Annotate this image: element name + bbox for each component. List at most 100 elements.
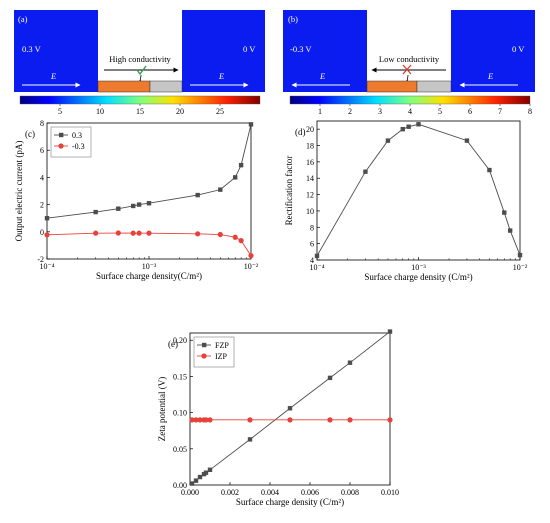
- legend-label: FZP: [215, 341, 229, 350]
- channel-orange-b: [366, 80, 418, 93]
- y-tick-label: 0.10: [173, 409, 187, 418]
- y-axis-label: Zeta potential (V): [157, 377, 167, 441]
- data-point: [287, 417, 293, 423]
- x-tick-label: 10⁻²: [244, 262, 259, 271]
- y-tick-label: 8: [310, 223, 314, 232]
- x-tick-label: 10⁻⁴: [309, 263, 324, 272]
- legend-label: 0.3: [72, 131, 82, 140]
- y-tick-label: -2: [37, 255, 44, 264]
- data-point: [44, 216, 50, 221]
- data-point: [207, 417, 213, 423]
- x-tick-label: 0.008: [341, 488, 359, 497]
- x-tick-label: 0.004: [261, 488, 279, 497]
- data-point: [197, 417, 203, 423]
- legend-marker: [202, 342, 207, 348]
- data-point: [247, 437, 253, 442]
- right-voltage-a: 0 V: [243, 44, 256, 54]
- panel-label: (c): [25, 129, 35, 139]
- data-point: [327, 375, 333, 381]
- data-point: [136, 202, 142, 207]
- y-tick-label: 6: [310, 240, 314, 249]
- data-point: [248, 253, 254, 259]
- sim-panel-a: (a) 0.3 V 0 V E E High conductivity I 5 1…: [14, 10, 265, 116]
- colorbar-tick-label: 1: [318, 107, 322, 116]
- y-tick-label: 16: [306, 158, 314, 167]
- y-tick-label: 2: [40, 201, 44, 210]
- data-point: [327, 417, 333, 423]
- y-tick-label: 0.20: [173, 336, 187, 345]
- data-point: [189, 417, 195, 423]
- data-point: [502, 210, 507, 215]
- x-axis-label: Surface charge density (C/m²): [364, 272, 472, 282]
- colorbar-tick-label: 4: [408, 107, 412, 116]
- y-tick-label: 12: [306, 191, 314, 200]
- data-point: [146, 201, 152, 206]
- x-tick-label: 10⁻³: [142, 262, 157, 271]
- channel-label-a: High conductivity: [109, 54, 171, 64]
- legend-box: [193, 336, 235, 368]
- y-tick-label: 0.05: [173, 445, 187, 454]
- checkmark-icon: [136, 65, 147, 76]
- x-tick-label: 10⁻³: [411, 263, 426, 272]
- colorbar-tick-label: 20: [176, 107, 184, 116]
- chart-zeta-potential: 0.000 0.002 0.004 0.006 0.008 0.010 0.00 0.05 0.…: [157, 329, 399, 507]
- data-point: [233, 175, 238, 180]
- channel-grey-b: [416, 80, 452, 93]
- series-line: [316, 123, 521, 257]
- y-tick-label: 0.15: [173, 372, 187, 381]
- field-label-a-left: E: [50, 71, 57, 81]
- colorbar-ticks-a: 5 10 15 20 25: [58, 104, 224, 116]
- colorbar-tick-label: 2: [348, 107, 352, 116]
- chart-rectification-factor: 10⁻⁴ 10⁻³ 10⁻² 4 6 8 10 12 14 16 18 20 Surface charg…: [284, 120, 528, 282]
- data-point: [287, 406, 293, 411]
- reservoir-right-a: [182, 10, 265, 92]
- x-axis-label: Surface charge density(C/m²): [96, 271, 202, 281]
- data-point: [131, 203, 136, 209]
- legend-label: -0.3: [72, 142, 85, 151]
- data-point: [217, 231, 223, 238]
- colorbar-tick-label: 25: [216, 107, 224, 116]
- data-point: [347, 360, 353, 365]
- data-point: [136, 230, 142, 236]
- chart-output-current: 10⁻⁴ 10⁻³ 10⁻² -2 0 2 4 6 8 Surface charge densit…: [14, 119, 259, 281]
- data-point: [93, 209, 98, 215]
- data-point: [193, 417, 199, 423]
- y-tick-label: 4: [40, 173, 44, 182]
- y-axis-label: Output electric current (pA): [14, 141, 24, 242]
- colorbar-tick-label: 15: [136, 107, 144, 116]
- data-point: [238, 162, 244, 168]
- y-tick-label: 4: [310, 256, 314, 265]
- plot-frame: [316, 120, 521, 261]
- data-point: [232, 234, 238, 240]
- data-point: [347, 417, 353, 423]
- y-tick-label: 0: [40, 228, 44, 237]
- data-point: [387, 329, 393, 334]
- field-label-b-left: E: [319, 71, 326, 81]
- x-axis-label: Surface charge density (C/m²): [236, 497, 344, 507]
- y-tick-label: 10: [306, 207, 314, 216]
- current-label-a: I: [138, 73, 143, 83]
- right-voltage-b: 0 V: [512, 44, 525, 54]
- x-tick-label: 0.006: [301, 488, 319, 497]
- data-point: [203, 417, 209, 423]
- y-tick-label: 6: [40, 146, 44, 155]
- y-tick-label: 20: [306, 125, 314, 134]
- channel-grey-a: [149, 80, 183, 93]
- data-point: [385, 138, 391, 143]
- field-label-b-right: E: [487, 71, 494, 81]
- colorbar-tick-label: 5: [438, 107, 442, 116]
- y-tick-label: 0.00: [173, 481, 187, 490]
- colorbar-tick-label: 6: [468, 107, 472, 116]
- x-tick-label: 10⁻²: [513, 263, 528, 272]
- panel-label: (e): [168, 339, 178, 349]
- data-point: [193, 478, 199, 483]
- data-point: [517, 252, 523, 258]
- data-point: [247, 417, 253, 423]
- data-point: [363, 169, 368, 174]
- sim-panel-b: (b) -0.3 V 0 V E E Low conductivity I 1 2…: [283, 10, 535, 116]
- colorbar-a: [19, 95, 261, 105]
- data-point: [146, 230, 152, 236]
- data-point: [197, 474, 203, 480]
- left-voltage-a: 0.3 V: [22, 44, 42, 54]
